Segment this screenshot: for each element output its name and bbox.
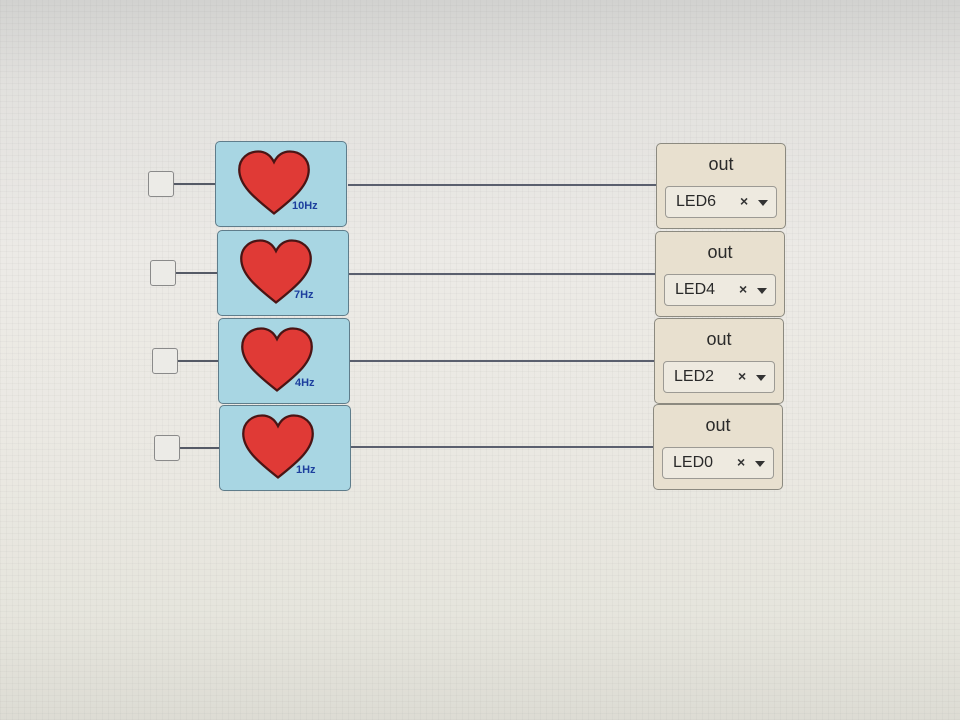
caret-down-icon[interactable] [755, 461, 765, 467]
heart-icon [240, 239, 312, 304]
enable-checkbox[interactable] [152, 348, 178, 374]
led-dropdown[interactable]: LED6 × [665, 186, 777, 218]
close-icon[interactable]: × [739, 281, 748, 297]
heartbeat-block[interactable]: 4Hz [218, 318, 350, 404]
blink-row-2: 4Hz out LED2 × [0, 317, 960, 407]
connection-wire [351, 446, 653, 448]
led-value: LED0 [673, 454, 714, 471]
led-dropdown[interactable]: LED0 × [662, 447, 774, 479]
output-block[interactable]: out LED6 × [656, 143, 786, 229]
heart-icon [242, 414, 314, 479]
output-block[interactable]: out LED4 × [655, 231, 785, 317]
heartbeat-block[interactable]: 1Hz [219, 405, 351, 491]
close-icon[interactable]: × [737, 454, 746, 470]
enable-checkbox[interactable] [150, 260, 176, 286]
output-label: out [708, 154, 734, 174]
caret-down-icon[interactable] [756, 375, 766, 381]
output-block[interactable]: out LED2 × [654, 318, 784, 404]
caret-down-icon[interactable] [758, 200, 768, 206]
led-value: LED2 [674, 368, 715, 385]
blink-row-0: 10Hz out LED6 × [0, 140, 960, 230]
blink-row-1: 7Hz out LED4 × [0, 229, 960, 319]
input-wire [180, 447, 220, 449]
output-label: out [705, 415, 731, 435]
enable-checkbox[interactable] [154, 435, 180, 461]
connection-wire [350, 360, 654, 362]
caret-down-icon[interactable] [757, 288, 767, 294]
led-dropdown[interactable]: LED2 × [663, 361, 775, 393]
input-wire [176, 272, 218, 274]
output-label: out [707, 242, 733, 262]
frequency-label: 10Hz [292, 200, 318, 212]
led-value: LED6 [676, 193, 717, 210]
heart-icon [241, 327, 313, 392]
heartbeat-block[interactable]: 10Hz [215, 141, 347, 227]
input-wire [178, 360, 219, 362]
output-block[interactable]: out LED0 × [653, 404, 783, 490]
input-wire [174, 183, 216, 185]
connection-wire [349, 273, 655, 275]
close-icon[interactable]: × [740, 193, 749, 209]
led-dropdown[interactable]: LED4 × [664, 274, 776, 306]
connection-wire [348, 184, 656, 186]
heart-icon [238, 150, 310, 215]
frequency-label: 1Hz [296, 464, 316, 476]
enable-checkbox[interactable] [148, 171, 174, 197]
blink-row-3: 1Hz out LED0 × [0, 404, 960, 494]
output-label: out [706, 329, 732, 349]
led-value: LED4 [675, 281, 716, 298]
close-icon[interactable]: × [738, 368, 747, 384]
frequency-label: 7Hz [294, 289, 314, 301]
heartbeat-block[interactable]: 7Hz [217, 230, 349, 316]
frequency-label: 4Hz [295, 377, 315, 389]
